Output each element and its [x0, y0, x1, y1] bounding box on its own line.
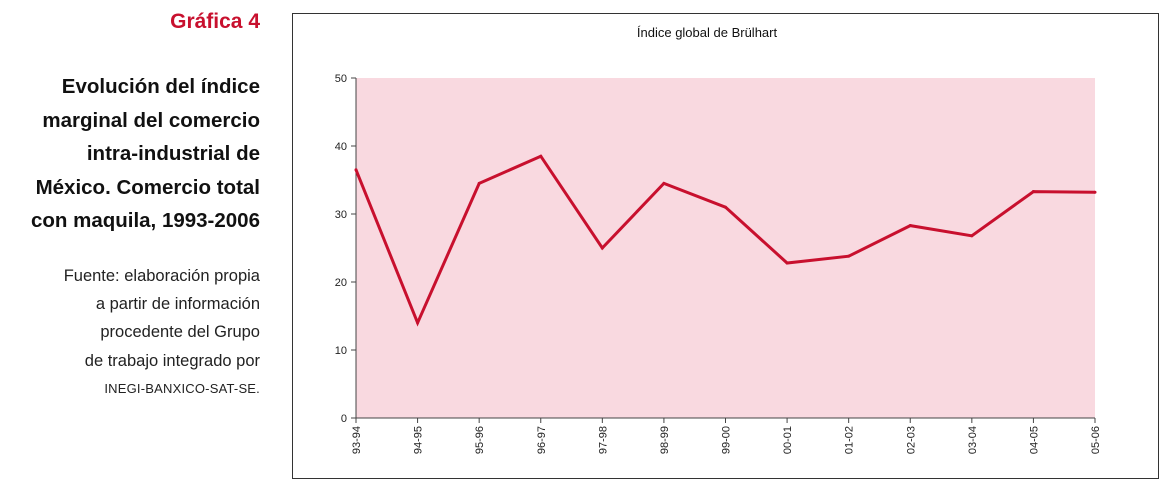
x-tick-label: 96-97 [536, 426, 548, 454]
figure-title-line: México. Comercio total [35, 175, 260, 199]
figure-title-line: con maquila, 1993-2006 [30, 209, 260, 232]
figure-title-line: marginal del comercio [42, 108, 260, 132]
data-point [477, 181, 481, 185]
figure-source-line: procedente del Grupo [100, 323, 260, 342]
x-tick-label: 03-04 [967, 426, 979, 454]
data-point [908, 224, 912, 228]
data-point [724, 205, 727, 209]
figure-source-org: INEGI-BANXICO-SAT-SE. [104, 380, 260, 396]
plot-background [356, 78, 1095, 418]
chart-title: Índice global de Brülhart [637, 25, 778, 40]
data-point [847, 254, 851, 258]
x-tick-label: 01-02 [844, 426, 856, 454]
data-point [1093, 190, 1097, 194]
chart-series [354, 154, 1097, 327]
x-tick-label: 95-96 [474, 426, 486, 454]
data-point [354, 168, 358, 172]
data-point [970, 234, 974, 238]
y-tick-label: 20 [335, 277, 347, 289]
x-tick-label: 97-98 [597, 426, 609, 454]
data-point [539, 154, 543, 158]
figure-label: Gráfica 4 [170, 10, 260, 33]
figure-source: Fuente: elaboración propia a partir de i… [0, 262, 260, 403]
chart-frame: Índice global de Brülhart 0 10 20 30 40 50 93-… [292, 13, 1159, 479]
y-tick-label: 50 [335, 73, 347, 85]
chart-axes: 0 10 20 30 40 50 93-94 94-95 95-96 96-97 97-98 98-9… [335, 73, 1102, 454]
figure-source-line: a partir de información [95, 295, 260, 314]
x-tick-label: 05-06 [1090, 426, 1102, 454]
data-point [416, 321, 420, 325]
x-tick-label: 99-00 [721, 426, 733, 454]
figure-title-line: intra-industrial de [86, 142, 260, 165]
x-tick-label: 00-01 [782, 426, 794, 454]
x-tick-label: 94-95 [413, 426, 425, 454]
data-point [785, 261, 789, 265]
line-chart: Índice global de Brülhart 0 10 20 30 40 50 93-… [335, 25, 1102, 454]
y-tick-label: 0 [341, 413, 347, 425]
x-tick-label: 93-94 [351, 426, 363, 454]
figure-source-line: Fuente: elaboración propia [63, 267, 260, 285]
data-point [1031, 190, 1035, 194]
x-tick-label: 98-99 [659, 426, 671, 454]
figure-source-line: de trabajo integrado por [84, 351, 260, 370]
y-tick-label: 40 [335, 141, 347, 153]
y-tick-label: 30 [335, 209, 347, 221]
data-point [662, 181, 666, 185]
x-tick-label: 04-05 [1028, 426, 1040, 454]
figure-title-line: Evolución del índice [61, 75, 260, 98]
figure-title: Evolución del índice marginal del comerc… [0, 70, 260, 238]
y-tick-label: 10 [335, 345, 347, 357]
x-tick-label: 02-03 [905, 426, 917, 454]
data-point [600, 246, 604, 250]
